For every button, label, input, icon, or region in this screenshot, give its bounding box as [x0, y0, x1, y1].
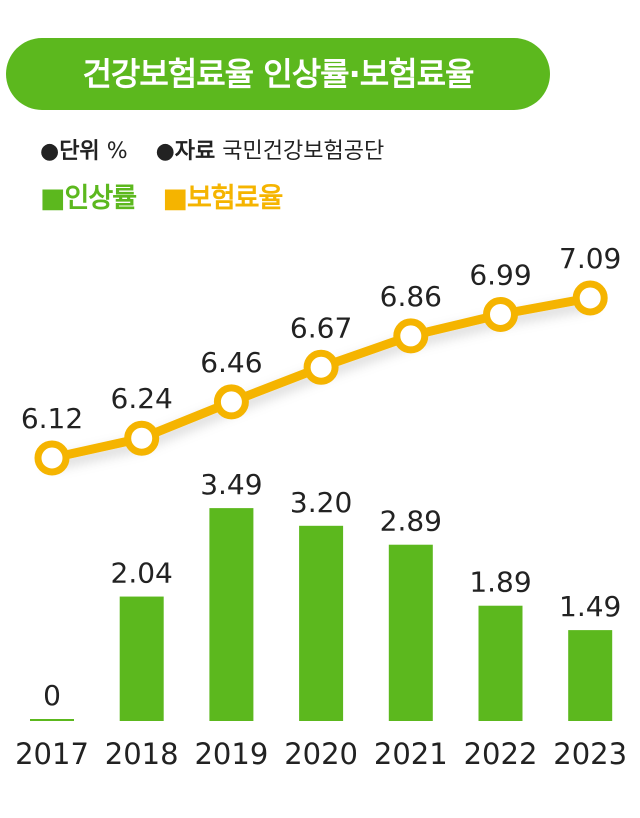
source-label: ●자료	[155, 139, 216, 164]
chart-title: 건강보험료율 인상률·보험료율	[82, 55, 474, 93]
line-label-2023: 7.09	[559, 242, 621, 275]
line-label-2021: 6.86	[380, 280, 442, 313]
line-label-2020: 6.67	[290, 311, 352, 344]
line-label-2022: 6.99	[469, 258, 531, 291]
source-value: 국민건강보험공단	[222, 139, 385, 164]
line-point-2018	[124, 420, 160, 456]
line-label-2019: 6.46	[200, 346, 262, 379]
line-label-2018: 6.24	[111, 382, 173, 415]
line-point-2022	[483, 296, 518, 332]
line-point-2017	[34, 440, 70, 476]
chart-legend: ■인상률 ■보험료율	[40, 176, 283, 215]
legend-item-increase-rate: ■인상률	[40, 183, 137, 214]
bars-layer	[30, 508, 613, 721]
line-layer	[34, 280, 608, 476]
bar-2022	[478, 605, 523, 721]
unit-label: ●단위	[40, 139, 100, 164]
line-point-2023	[572, 280, 608, 316]
x-tick-2019: 2019	[194, 737, 268, 771]
bar-2019	[209, 508, 254, 721]
unit-value: %	[106, 139, 128, 164]
bar-2017	[30, 719, 74, 721]
bar-label-2023: 1.49	[559, 590, 621, 623]
bar-label-2017: 0	[43, 679, 61, 712]
bar-2020	[299, 525, 344, 721]
line-point-2021	[393, 318, 429, 354]
x-tick-2018: 2018	[105, 737, 179, 771]
line-point-2019	[213, 384, 249, 420]
x-tick-2023: 2023	[553, 737, 627, 771]
bar-label-2021: 2.89	[380, 505, 442, 538]
bar-2021	[388, 544, 433, 721]
bar-label-2022: 1.89	[469, 566, 531, 599]
x-tick-2022: 2022	[464, 737, 538, 771]
line-label-2017: 6.12	[21, 402, 83, 435]
bar-label-2019: 3.49	[200, 468, 262, 501]
bar-label-2018: 2.04	[111, 557, 173, 590]
bar-2023	[568, 630, 613, 721]
labels-layer: 0 2017 2.04 2018 3.49 2019 3.20 2020 2.89 2021 1.8…	[15, 242, 627, 771]
line-point-2020	[303, 349, 339, 385]
bar-label-2020: 3.20	[290, 486, 352, 519]
bar-2018	[119, 596, 164, 721]
chart-meta: ●단위 % ●자료 국민건강보험공단	[40, 133, 384, 165]
x-tick-2020: 2020	[284, 737, 358, 771]
title-banner: 건강보험료율 인상률·보험료율	[6, 38, 550, 110]
legend-item-premium-rate: ■보험료율	[162, 183, 283, 214]
x-tick-2021: 2021	[374, 737, 448, 771]
x-tick-2017: 2017	[15, 737, 89, 771]
